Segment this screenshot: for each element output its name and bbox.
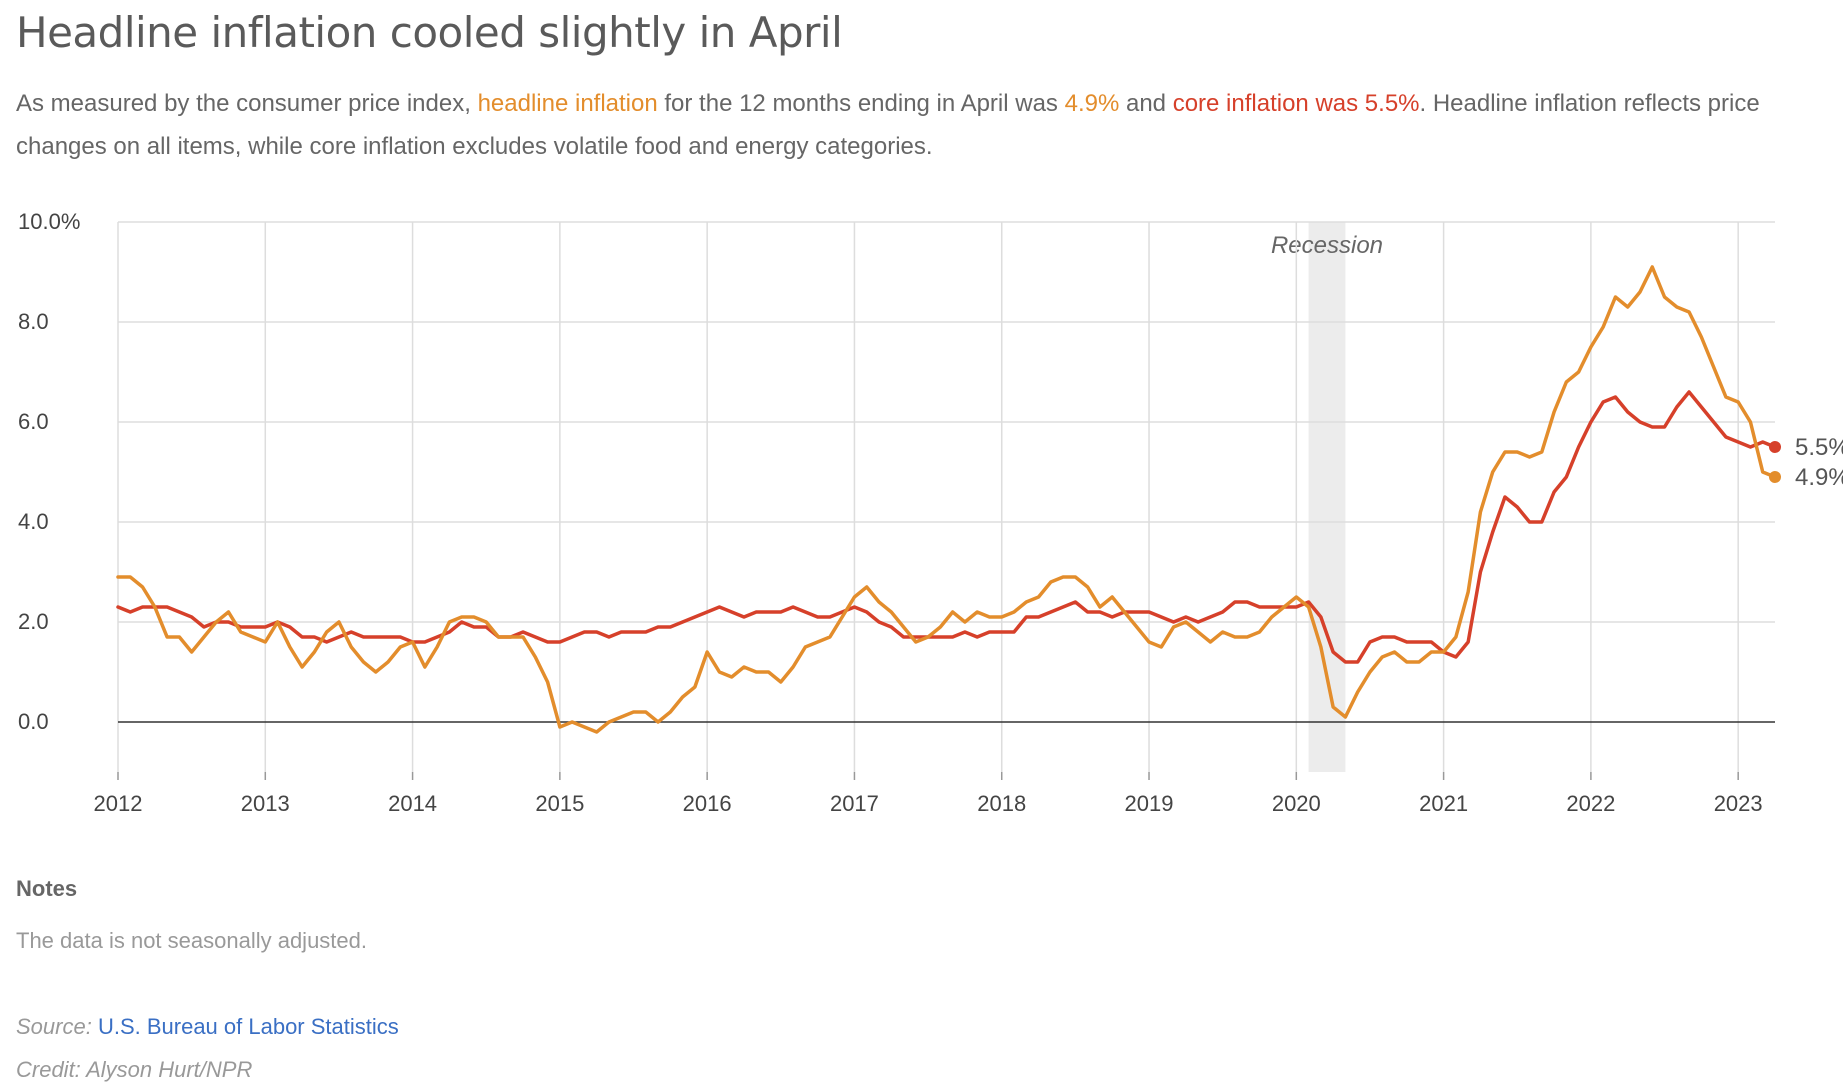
inflation-line-chart: Recession 10.0% 8.0 6.0 4.0 2.0 0.0 2012 2013 201… bbox=[18, 209, 1843, 816]
x-tick-label: 2016 bbox=[683, 791, 732, 816]
x-tick-label: 2015 bbox=[535, 791, 584, 816]
x-tick-label: 2020 bbox=[1272, 791, 1321, 816]
core-end-label: 5.5% bbox=[1795, 434, 1843, 461]
x-tick-label: 2012 bbox=[94, 791, 143, 816]
headline-end-label: 4.9% bbox=[1795, 464, 1843, 491]
x-tick-label: 2014 bbox=[388, 791, 437, 816]
y-tick-label: 8.0 bbox=[18, 309, 49, 334]
chart-title: Headline inflation cooled slightly in Ap… bbox=[16, 8, 843, 57]
source-line: Source: U.S. Bureau of Labor Statistics bbox=[16, 1014, 399, 1040]
core-inflation-highlight: core inflation was 5.5% bbox=[1172, 90, 1420, 117]
y-tick-label: 6.0 bbox=[18, 409, 49, 434]
notes-text: The data is not seasonally adjusted. bbox=[16, 928, 368, 953]
x-tick-label: 2022 bbox=[1566, 791, 1615, 816]
y-tick-label: 10.0% bbox=[18, 209, 80, 234]
y-tick-label: 0.0 bbox=[18, 709, 49, 734]
subtitle-text: for the 12 months ending in April was bbox=[657, 90, 1065, 117]
subtitle-text: As measured by the consumer price index, bbox=[16, 90, 478, 117]
x-tick-label: 2018 bbox=[977, 791, 1026, 816]
core-end-point bbox=[1769, 441, 1781, 453]
x-tick-label: 2023 bbox=[1714, 791, 1763, 816]
notes-heading: Notes bbox=[16, 876, 78, 901]
subtitle-text: . Headline inflation reflects price chan… bbox=[16, 90, 1760, 160]
x-tick-label: 2013 bbox=[241, 791, 290, 816]
core-inflation-line bbox=[116, 390, 1777, 664]
x-tick-label: 2017 bbox=[830, 791, 879, 816]
x-tick-label: 2019 bbox=[1125, 791, 1174, 816]
y-tick-label: 4.0 bbox=[18, 509, 49, 534]
recession-label: Recession bbox=[1271, 232, 1383, 259]
y-tick-label: 2.0 bbox=[18, 609, 49, 634]
headline-end-point bbox=[1769, 471, 1781, 483]
headline-inflation-highlight: headline inflation bbox=[477, 90, 658, 117]
subtitle-text: and bbox=[1119, 90, 1173, 117]
recession-band bbox=[1308, 222, 1346, 772]
credit-line: Credit: Alyson Hurt/NPR bbox=[16, 1057, 253, 1082]
headline-value-highlight: 4.9% bbox=[1064, 90, 1120, 117]
headline-inflation-line bbox=[116, 265, 1777, 734]
source-label: Source: bbox=[16, 1014, 92, 1039]
source-link[interactable]: U.S. Bureau of Labor Statistics bbox=[97, 1014, 399, 1039]
chart-subtitle: As measured by the consumer price index,… bbox=[16, 82, 1816, 168]
x-tick-label: 2021 bbox=[1419, 791, 1468, 816]
